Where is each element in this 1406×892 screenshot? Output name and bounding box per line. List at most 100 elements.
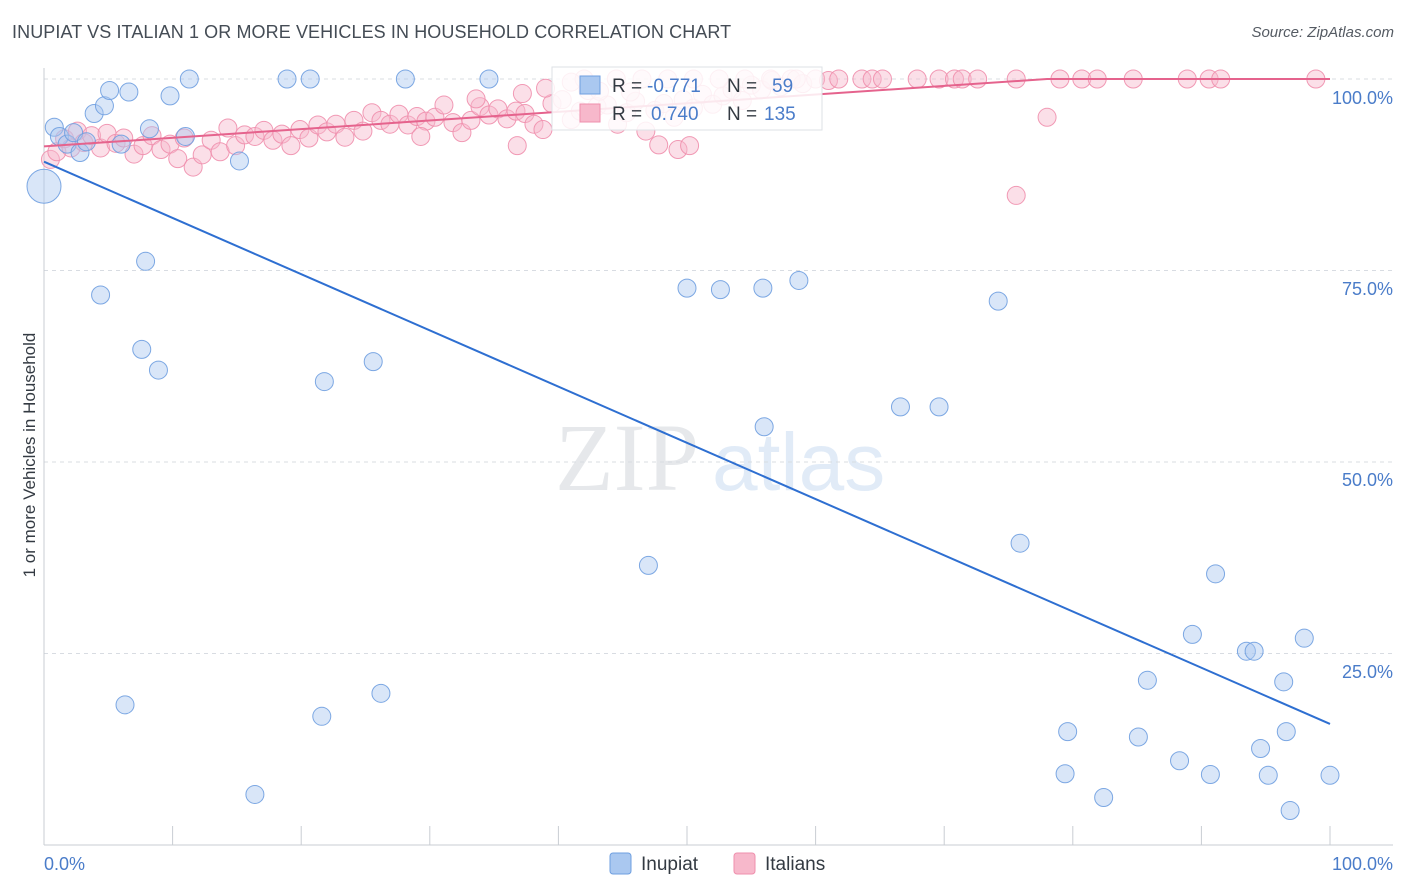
legend-swatch-italians bbox=[579, 103, 601, 123]
inupiat-point-13 bbox=[160, 86, 180, 106]
legend-r-value-italians: 0.740 bbox=[651, 104, 699, 125]
italians-point-123 bbox=[1006, 185, 1026, 205]
inupiat-point-46 bbox=[1251, 738, 1271, 758]
inupiat-trend-line bbox=[43, 160, 1331, 725]
inupiat-point-31 bbox=[988, 291, 1008, 311]
series-legend-label-italians: Italians bbox=[765, 854, 825, 875]
legend-r-value-inupiat: -0.771 bbox=[647, 76, 701, 97]
italians-point-91 bbox=[411, 126, 431, 146]
series-legend-label-inupiat: Inupiat bbox=[641, 854, 699, 875]
series-legend-swatch-inupiat bbox=[609, 852, 632, 875]
legend-n-label-italians: N = bbox=[727, 104, 757, 125]
italians-point-22 bbox=[218, 118, 238, 138]
series-legend: Inupiat Italians bbox=[609, 852, 825, 875]
inupiat-point-27 bbox=[677, 278, 697, 298]
italians-point-46 bbox=[434, 95, 454, 115]
inupiat-point-0 bbox=[26, 168, 62, 204]
inupiat-point-42 bbox=[1137, 670, 1157, 690]
inupiat-point-4 bbox=[64, 123, 84, 143]
series-legend-swatch-italians bbox=[733, 852, 756, 875]
legend-n-value-italians: 135 bbox=[764, 104, 796, 125]
inupiat-point-52 bbox=[1320, 765, 1340, 785]
inupiat-point-49 bbox=[1170, 751, 1190, 771]
inupiat-point-16 bbox=[229, 151, 249, 171]
italians-point-37 bbox=[353, 121, 373, 141]
italians-point-103 bbox=[862, 69, 882, 89]
italians-point-105 bbox=[907, 69, 927, 89]
italians-point-57 bbox=[533, 120, 553, 140]
inupiat-point-39 bbox=[1236, 641, 1256, 661]
italians-point-125 bbox=[466, 89, 486, 109]
italians-point-24 bbox=[235, 125, 255, 145]
inupiat-point-50 bbox=[1200, 765, 1220, 785]
italians-point-35 bbox=[335, 127, 355, 147]
inupiat-point-28 bbox=[710, 280, 730, 300]
inupiat-point-32 bbox=[890, 397, 910, 417]
inupiat-point-37 bbox=[1206, 564, 1226, 584]
y-tick-label-75: 75.0% bbox=[1342, 279, 1393, 299]
italians-point-124 bbox=[512, 84, 532, 104]
trend-lines bbox=[43, 78, 1331, 725]
legend-n-value-inupiat: 59 bbox=[772, 76, 793, 97]
inupiat-point-26 bbox=[363, 352, 383, 372]
inupiat-point-8 bbox=[94, 96, 114, 116]
legend-swatch-inupiat bbox=[579, 75, 601, 95]
correlation-legend: R = -0.771 N = 59 R = 0.740 N = 135 bbox=[551, 66, 823, 131]
inupiat-point-34 bbox=[754, 417, 774, 437]
inupiat-point-19 bbox=[395, 69, 415, 89]
inupiat-point-23 bbox=[132, 339, 152, 359]
inupiat-point-10 bbox=[111, 134, 131, 154]
italians-point-110 bbox=[1006, 69, 1026, 89]
legend-r-label-italians: R = bbox=[612, 104, 642, 125]
italians-point-88 bbox=[668, 139, 688, 159]
inupiat-point-18 bbox=[300, 69, 320, 89]
italians-point-106 bbox=[929, 69, 949, 89]
italians-trend-line bbox=[43, 78, 1330, 148]
y-tick-label-25: 25.0% bbox=[1342, 662, 1393, 682]
inupiat-point-15 bbox=[179, 69, 199, 89]
inupiat-point-36 bbox=[1010, 533, 1030, 553]
italians-point-15 bbox=[160, 134, 180, 154]
italians-point-29 bbox=[281, 136, 301, 156]
inupiat-point-24 bbox=[148, 360, 168, 380]
inupiat-point-41 bbox=[1294, 628, 1314, 648]
inupiat-point-53 bbox=[1094, 788, 1114, 808]
inupiat-point-56 bbox=[312, 706, 332, 726]
italians-point-14 bbox=[151, 139, 171, 159]
inupiat-point-48 bbox=[1055, 764, 1075, 784]
italians-point-90 bbox=[507, 136, 527, 156]
legend-n-label-inupiat: N = bbox=[727, 76, 757, 97]
italians-point-104 bbox=[872, 69, 892, 89]
italians-point-89 bbox=[680, 136, 700, 156]
watermark-zip: ZIP bbox=[555, 404, 699, 511]
italians-point-109 bbox=[968, 69, 988, 89]
inupiat-point-6 bbox=[76, 132, 96, 152]
italians-point-107 bbox=[944, 69, 964, 89]
inupiat-point-38 bbox=[1182, 624, 1202, 644]
italians-point-34 bbox=[326, 114, 346, 134]
y-tick-label-100: 100.0% bbox=[1332, 88, 1393, 108]
italians-point-101 bbox=[829, 69, 849, 89]
italians-point-19 bbox=[192, 145, 212, 165]
italians-point-49 bbox=[461, 110, 481, 130]
inupiat-point-29 bbox=[753, 278, 773, 298]
legend-r-label-inupiat: R = bbox=[612, 76, 642, 97]
inupiat-point-51 bbox=[1258, 765, 1278, 785]
italians-point-102 bbox=[852, 69, 872, 89]
italians-point-87 bbox=[649, 135, 669, 155]
italians-point-122 bbox=[1037, 107, 1057, 127]
inupiat-point-54 bbox=[1280, 801, 1300, 821]
italians-point-0 bbox=[40, 149, 60, 169]
x-tick-label-min: 0.0% bbox=[44, 854, 85, 874]
inupiat-point-11 bbox=[119, 82, 139, 102]
x-tick-label-max: 100.0% bbox=[1332, 854, 1393, 874]
inupiat-point-1 bbox=[44, 117, 64, 137]
italians-point-56 bbox=[524, 114, 544, 134]
inupiat-point-45 bbox=[1128, 727, 1148, 747]
italians-point-16 bbox=[168, 149, 188, 169]
inupiat-point-20 bbox=[479, 69, 499, 89]
inupiat-point-47 bbox=[1276, 722, 1296, 742]
inupiat-point-17 bbox=[277, 69, 297, 89]
chart-title: INUPIAT VS ITALIAN 1 OR MORE VEHICLES IN… bbox=[12, 22, 732, 42]
